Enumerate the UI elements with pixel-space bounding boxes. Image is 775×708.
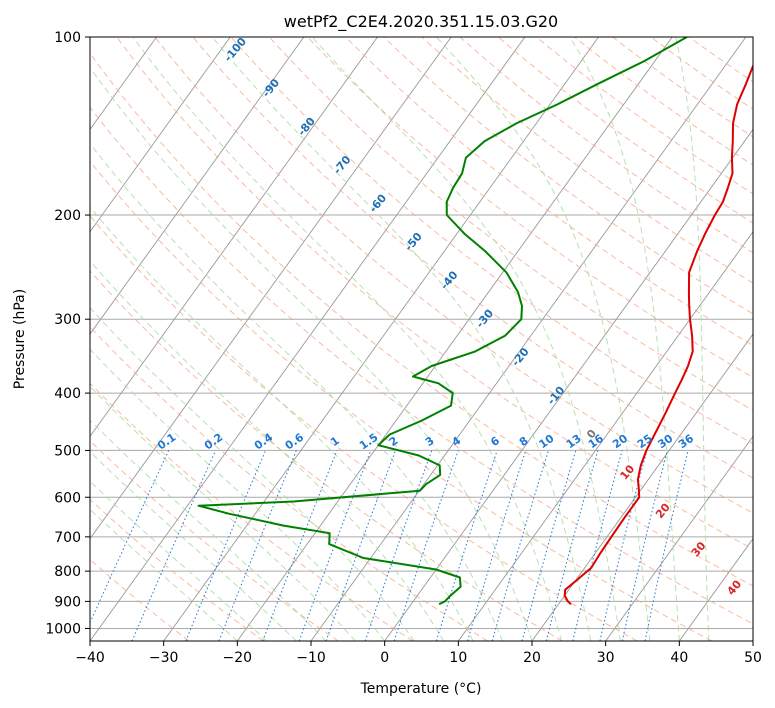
isotherm-line: [90, 37, 526, 641]
dry-adiabat-line: [90, 160, 712, 641]
moist-adiabat-line: [90, 480, 268, 641]
dry-adiabat-line: [90, 215, 638, 641]
moist-adiabat-line: [90, 206, 474, 641]
y-tick-label: 600: [54, 490, 81, 506]
x-tick-label: 40: [670, 650, 688, 666]
x-tick-label: −20: [223, 650, 253, 666]
mixing-ratio-line: [521, 450, 577, 641]
y-tick-label: 500: [54, 443, 81, 459]
dry-adiabat-line: [90, 106, 753, 625]
mixing-ratio-line: [185, 450, 267, 641]
isotherm-line: [90, 37, 231, 233]
moist-adiabat-line: [436, 37, 651, 641]
mixing-ratio-line: [491, 450, 549, 641]
moist-adiabat-line: [90, 260, 445, 641]
moist-adiabat-line: [90, 348, 386, 641]
moist-adiabat-line: [90, 66, 533, 641]
x-tick-label: 50: [744, 650, 762, 666]
isotherm-line: [605, 435, 753, 641]
dry-adiabat-line: [230, 37, 753, 445]
x-tick-label: −10: [296, 650, 326, 666]
dry-adiabat-line: [574, 37, 753, 166]
mixing-ratio-line: [90, 450, 170, 624]
mixing-ratio-line: [621, 450, 668, 641]
isotherm-line: [384, 128, 753, 641]
y-tick-label: 400: [54, 386, 81, 402]
y-tick-label: 700: [54, 530, 81, 546]
isotherm-line: [90, 37, 452, 540]
dry-adiabat-line: [192, 37, 753, 479]
dry-adiabat-line: [154, 37, 753, 514]
y-tick-label: 100: [54, 30, 81, 46]
moist-adiabat-line: [90, 450, 297, 641]
plot-frame: [89, 36, 754, 642]
dry-adiabat-line: [536, 37, 753, 195]
moist-adiabat-line: [675, 37, 710, 641]
profile-lines: [197, 37, 753, 606]
dry-adiabat-line: [90, 382, 414, 641]
moist-adiabat-line: [90, 307, 415, 641]
y-tick-label: 200: [54, 208, 81, 224]
isotherm-line: [531, 333, 753, 641]
moist-adiabat-line: [211, 37, 592, 641]
dry-adiabat-line: [90, 52, 753, 587]
dry-adiabat-line: [90, 498, 264, 641]
dewpoint-line: [197, 37, 688, 606]
dry-adiabat-line: [116, 37, 753, 550]
x-tick-label: −30: [149, 650, 179, 666]
isotherm-line: [163, 37, 599, 641]
temperature-line: [563, 63, 753, 605]
mixing-ratio-line: [435, 450, 498, 641]
dry-adiabat-line: [345, 37, 753, 346]
isotherm-line: [90, 37, 378, 438]
chart-title: wetPf2_C2E4.2020.351.15.03.G20: [284, 12, 558, 32]
x-tick-label: 30: [597, 650, 615, 666]
y-tick-label: 800: [54, 564, 81, 580]
y-axis-label: Pressure (hPa): [12, 289, 28, 389]
background-lines: [90, 37, 753, 641]
mixing-ratio-line: [325, 450, 397, 641]
mixing-ratio-line: [393, 450, 459, 641]
moist-adiabat-line: [132, 37, 562, 641]
x-tick-label: 20: [523, 650, 541, 666]
axis-ticks: −40 −30 −20 −10 0 10 20 30 40 50 100 200 300 400 500 60…: [45, 30, 762, 666]
isotherm-line: [236, 37, 673, 641]
dry-adiabat-line: [268, 37, 753, 411]
moist-adiabat-line: [90, 385, 356, 641]
y-tick-label: 900: [54, 594, 81, 610]
x-tick-label: 10: [449, 650, 467, 666]
moist-adiabat-line: [311, 37, 621, 641]
y-tick-label: 300: [54, 312, 81, 328]
dry-adiabat-line: [459, 37, 753, 254]
mixing-ratio-line: [644, 450, 689, 641]
mixing-ratio-line: [599, 450, 648, 641]
mixing-ratio-line: [467, 450, 527, 641]
x-tick-label: −40: [75, 650, 105, 666]
mixing-ratio-line: [131, 450, 217, 641]
dry-adiabat-line: [90, 326, 488, 641]
mixing-ratio-line: [364, 450, 433, 641]
moist-adiabat-line: [90, 419, 327, 641]
moist-adiabat-line: [569, 37, 680, 641]
x-axis-label: Temperature (°C): [360, 681, 482, 697]
dry-adiabat-line: [307, 37, 753, 379]
isotherm-line: [678, 537, 753, 641]
y-tick-label: 1000: [45, 621, 81, 637]
isotherm-line: [90, 37, 305, 335]
mixing-ratio-line: [572, 450, 623, 641]
mixing-ratio-line: [545, 450, 599, 641]
dry-adiabat-line: [497, 37, 753, 224]
x-tick-label: 0: [380, 650, 389, 666]
isotherm-line: [457, 230, 753, 641]
